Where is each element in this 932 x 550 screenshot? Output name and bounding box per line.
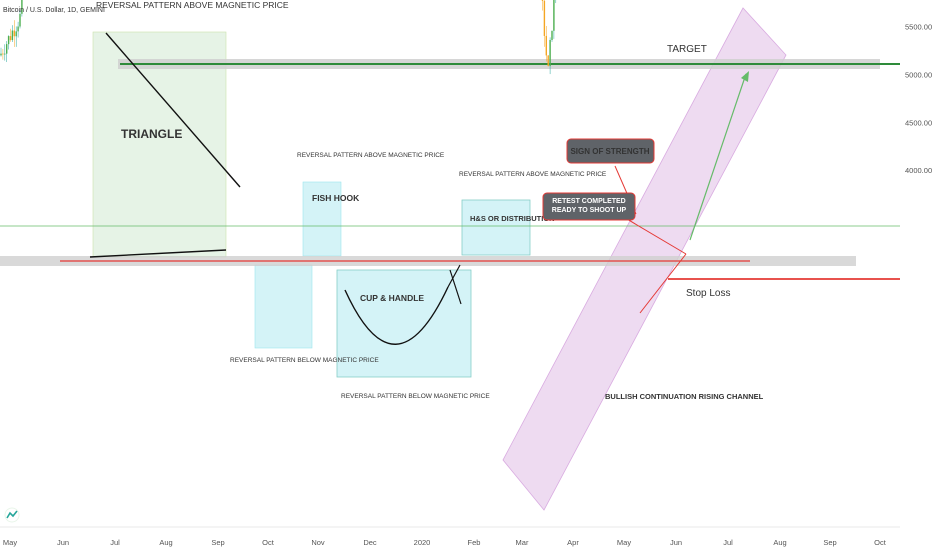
time-tick-label: Aug — [773, 538, 786, 547]
triangle-label: TRIANGLE — [121, 127, 182, 141]
hs-box — [461, 199, 531, 256]
handle-line-1 — [447, 264, 461, 288]
price-axis[interactable]: 14000.0013500.0013000.0012500.0012000.00… — [905, 0, 932, 176]
price-tick-label: 5500.00 — [905, 23, 932, 32]
candle — [11, 25, 14, 42]
time-tick-label: Apr — [567, 538, 579, 547]
time-tick-label: Sep — [823, 538, 836, 547]
candle — [541, 0, 544, 11]
candle — [6, 41, 8, 63]
handle-line-2 — [449, 269, 462, 305]
candle — [7, 35, 10, 50]
retest-callout: RETEST COMPLETED READY TO SHOOT UP — [542, 192, 636, 221]
time-tick-label: Feb — [468, 538, 481, 547]
triangle-lower-line — [89, 249, 227, 258]
projection-arrowhead — [741, 71, 749, 82]
cup-curve — [344, 286, 449, 345]
note-fishhook-reversal: REVERSAL PATTERN ABOVE MAGNETIC PRICE — [297, 152, 445, 159]
time-tick-label: Oct — [262, 538, 275, 547]
cup-handle-box — [336, 269, 472, 378]
candle — [549, 37, 551, 75]
price-tick-label: 5000.00 — [905, 71, 932, 80]
candle — [543, 0, 546, 47]
symbol-title: Bitcoin / U.S. Dollar, 1D, GEMINI — [3, 7, 105, 14]
candle — [551, 30, 553, 42]
time-axis[interactable]: May Jun Jul Aug Sep Oct Nov Dec 2020 Feb Mar Apr May… — [3, 538, 887, 547]
cup-handle-label: CUP & HANDLE — [360, 293, 424, 303]
below-box-1 — [254, 264, 313, 349]
candle — [17, 21, 19, 38]
time-tick-label: Dec — [363, 538, 377, 547]
time-tick-label: Mar — [516, 538, 529, 547]
candle — [4, 44, 6, 61]
candle — [9, 28, 12, 42]
price-tick-label: 4000.00 — [905, 166, 932, 175]
time-tick-label: Oct — [874, 538, 887, 547]
candle — [547, 55, 549, 67]
candle — [545, 25, 547, 62]
price-tick-label: 4500.00 — [905, 118, 932, 127]
candle — [21, 0, 23, 17]
note-triangle-reversal: REVERSAL PATTERN ABOVE MAGNETIC PRICE — [96, 0, 289, 10]
time-tick-label: Sep — [211, 538, 224, 547]
retest-line-2 — [639, 253, 687, 314]
sign-of-strength-callout: SIGN OF STRENGTH — [566, 138, 655, 164]
candle — [13, 20, 15, 47]
note-below-1: REVERSAL PATTERN BELOW MAGNETIC PRICE — [230, 357, 379, 364]
fish-hook-label: FISH HOOK — [312, 193, 360, 203]
svg-text:SIGN OF STRENGTH: SIGN OF STRENGTH — [570, 147, 649, 156]
time-tick-label: May — [3, 538, 17, 547]
triangle-upper-line — [105, 32, 241, 188]
candles-group — [0, 0, 557, 75]
time-tick-label: May — [617, 538, 631, 547]
candle — [15, 26, 17, 47]
target-label: TARGET — [667, 44, 707, 55]
candle — [553, 0, 555, 39]
stop-loss-label: Stop Loss — [686, 288, 730, 299]
time-tick-label: Jun — [670, 538, 682, 547]
note-hs-reversal: REVERSAL PATTERN ABOVE MAGNETIC PRICE — [459, 171, 607, 178]
fish-hook-box — [302, 181, 342, 257]
note-below-2: REVERSAL PATTERN BELOW MAGNETIC PRICE — [341, 393, 490, 400]
time-tick-label: Jul — [723, 538, 733, 547]
candle — [2, 48, 4, 60]
hs-label: H&S OR DISTRIBUTION — [470, 214, 555, 223]
time-tick-label: Jul — [110, 538, 120, 547]
time-tick-label: Aug — [159, 538, 172, 547]
projection-arrow — [689, 73, 747, 241]
candle — [19, 10, 21, 29]
candle — [555, 0, 557, 4]
time-tick-label: 2020 — [414, 538, 431, 547]
rising-channel-label: BULLISH CONTINUATION RISING CHANNEL — [605, 392, 764, 401]
candle — [0, 47, 2, 57]
time-tick-label: Nov — [311, 538, 325, 547]
tradingview-logo-icon[interactable] — [4, 507, 20, 523]
time-tick-label: Jun — [57, 538, 69, 547]
